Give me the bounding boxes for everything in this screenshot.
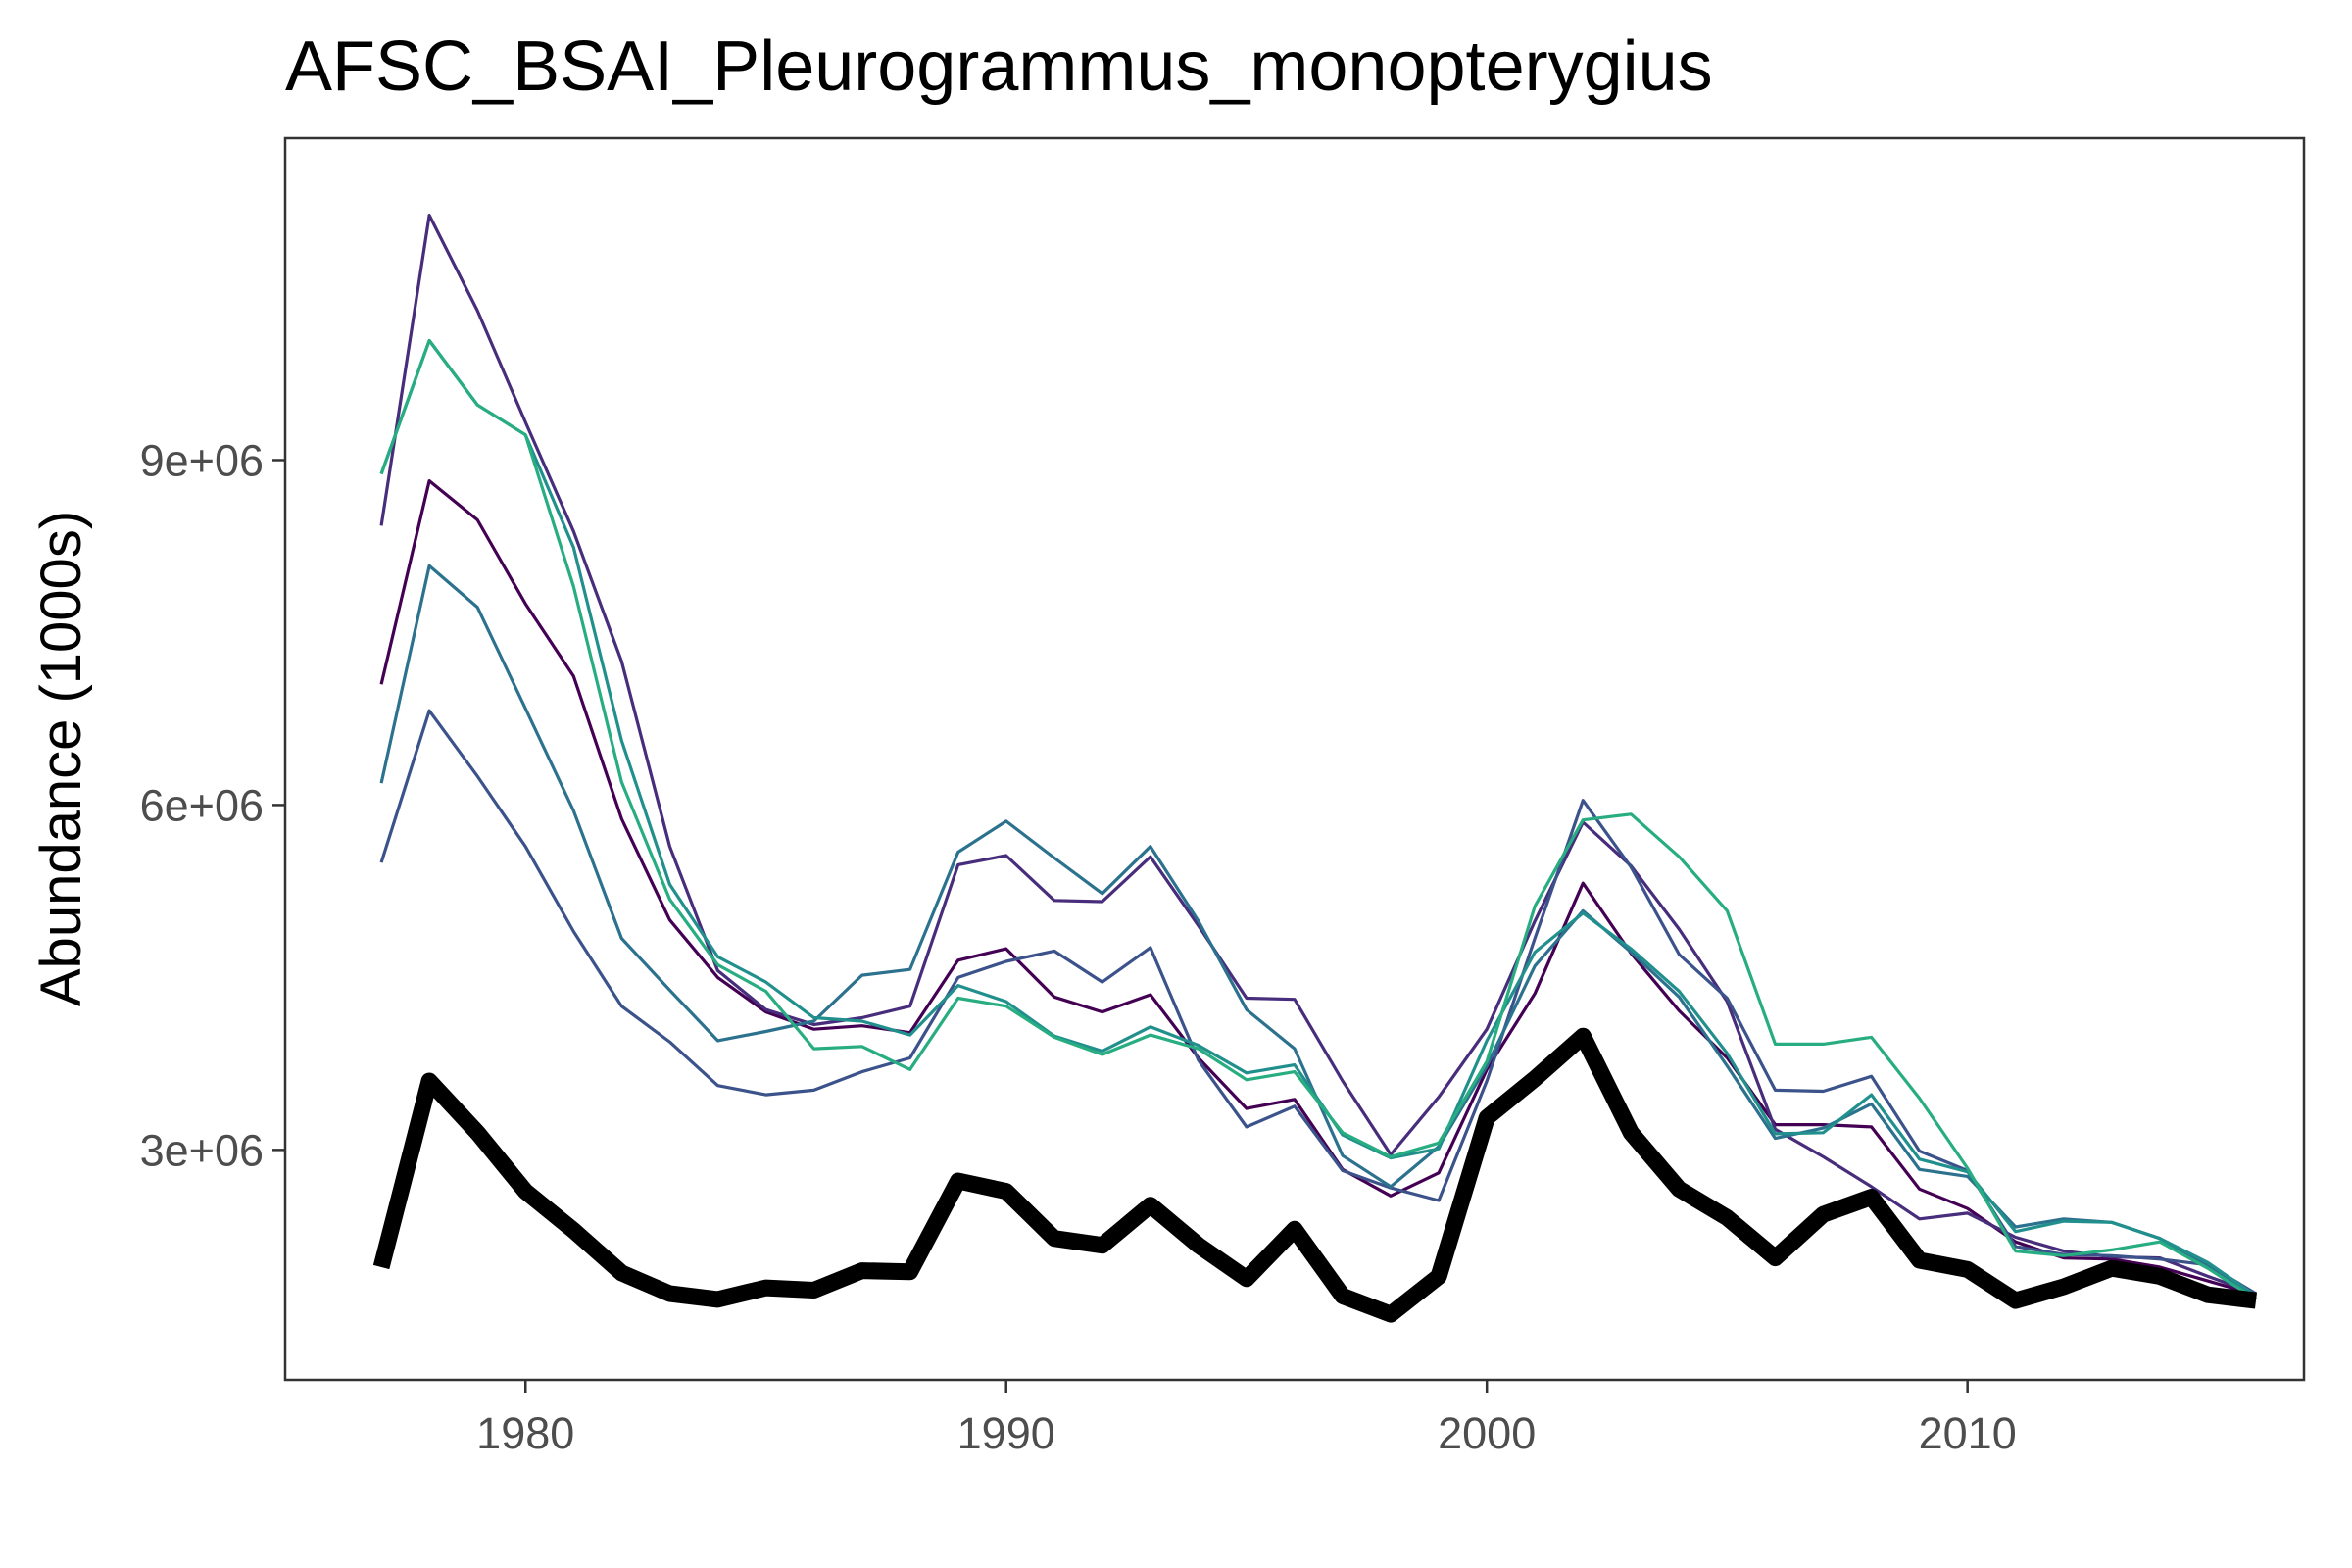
series-line-7 (372, 1027, 2258, 1323)
series-line-3 (379, 709, 2257, 1296)
series-line-1 (379, 479, 2257, 1297)
y-axis: 3e+06 6e+06 9e+06 (140, 435, 285, 1175)
x-tick-label: 2010 (1919, 1408, 2017, 1458)
series-line-6 (379, 338, 2257, 1301)
series-line-2 (379, 214, 2257, 1296)
x-axis: 1980 1990 2000 2010 (476, 1380, 2017, 1458)
y-tick-label: 3e+06 (140, 1125, 264, 1175)
x-tick-label: 1980 (476, 1408, 574, 1458)
series-layer (372, 214, 2258, 1323)
x-tick-label: 1990 (957, 1408, 1055, 1458)
y-tick-label: 6e+06 (140, 780, 264, 830)
y-tick-label: 9e+06 (140, 435, 264, 485)
y-axis-label: Abundance (1000s) (29, 511, 93, 1006)
plot-panel (283, 136, 2306, 1382)
x-tick-label: 2000 (1438, 1408, 1536, 1458)
chart-title: AFSC_BSAI_Pleurogrammus_monopterygius (285, 27, 1713, 106)
series-line-4 (379, 564, 2257, 1301)
